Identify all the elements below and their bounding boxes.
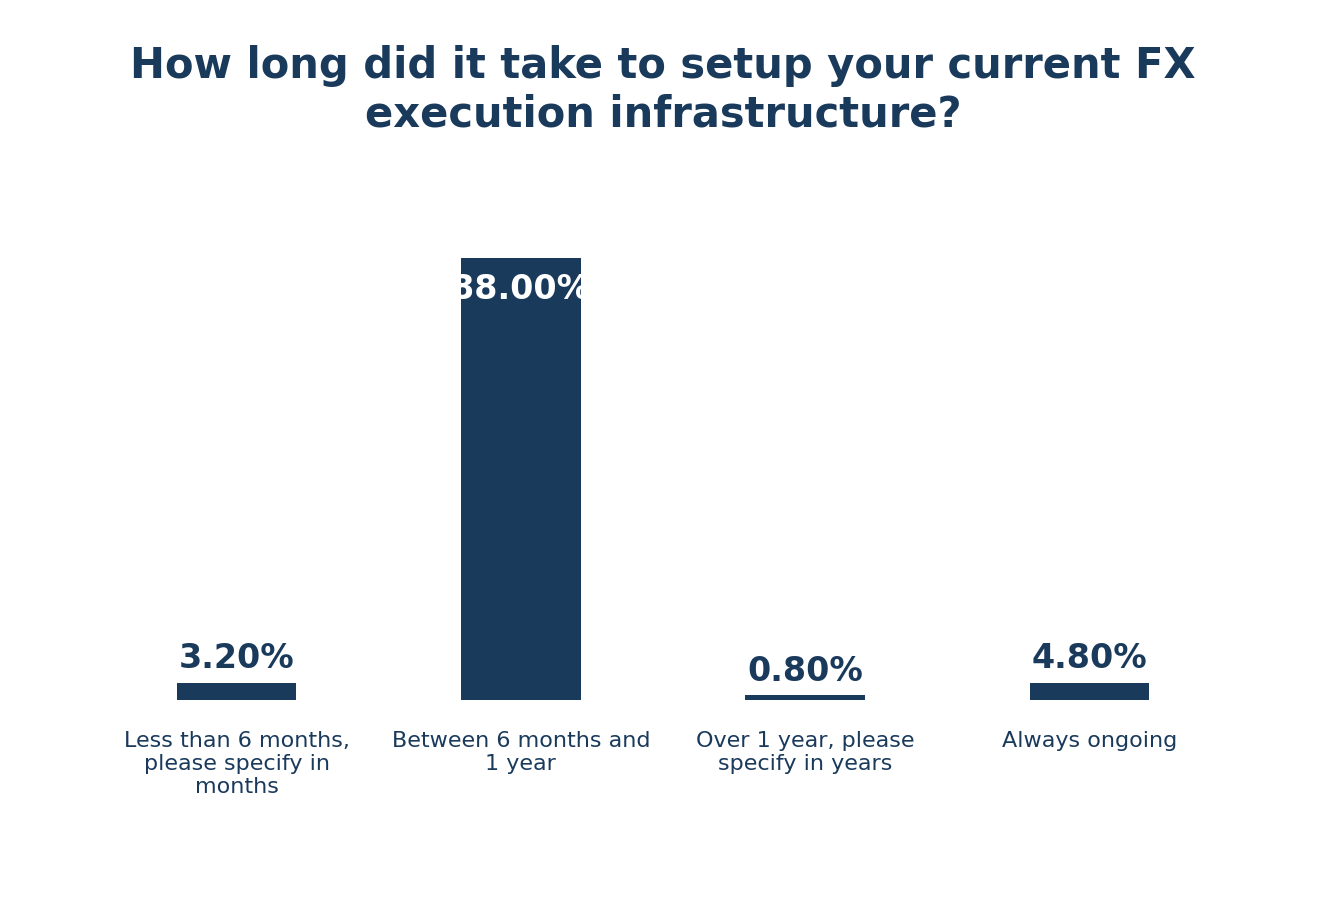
Text: 4.80%: 4.80% <box>1032 642 1147 675</box>
Text: How long did it take to setup your current FX
execution infrastructure?: How long did it take to setup your curre… <box>130 45 1196 136</box>
Text: Over 1 year, please
specify in years: Over 1 year, please specify in years <box>696 731 915 774</box>
Text: 88.00%: 88.00% <box>451 273 590 306</box>
Text: Between 6 months and
1 year: Between 6 months and 1 year <box>391 731 650 774</box>
Text: Less than 6 months,
please specify in
months: Less than 6 months, please specify in mo… <box>123 731 350 797</box>
Text: 3.20%: 3.20% <box>179 642 294 675</box>
Text: Always ongoing: Always ongoing <box>1001 731 1177 751</box>
Text: 0.80%: 0.80% <box>747 655 863 688</box>
Bar <box>745 695 865 700</box>
Bar <box>178 682 297 700</box>
Bar <box>461 258 581 700</box>
Bar <box>1029 682 1148 700</box>
